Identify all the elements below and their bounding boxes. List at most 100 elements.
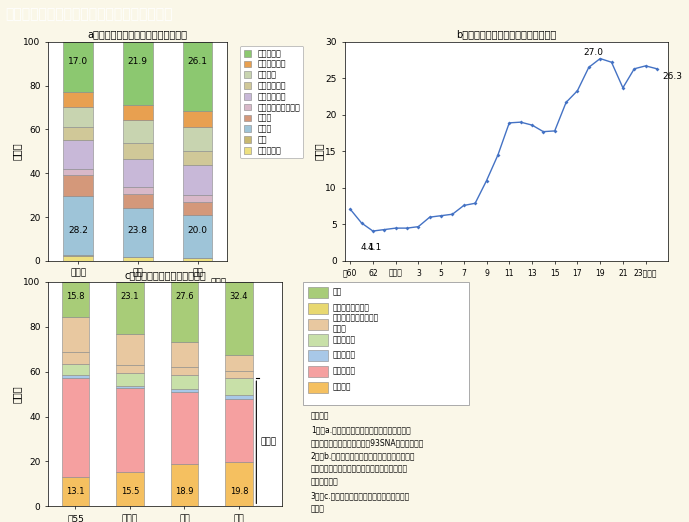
Title: b．外国法人等の株式保有割合の変化: b．外国法人等の株式保有割合の変化 <box>456 30 557 40</box>
Text: 20.0: 20.0 <box>187 226 207 235</box>
Y-axis label: （％）: （％） <box>314 143 324 160</box>
Text: 21.9: 21.9 <box>127 57 148 66</box>
Y-axis label: （％）: （％） <box>12 143 22 160</box>
Bar <box>183 165 212 195</box>
Bar <box>123 143 153 159</box>
Bar <box>183 127 212 151</box>
Text: 単独: 単独 <box>333 287 342 296</box>
Bar <box>123 42 153 105</box>
Bar <box>183 258 212 261</box>
Bar <box>225 399 253 462</box>
Text: 26.1: 26.1 <box>187 57 207 66</box>
Bar <box>62 375 89 378</box>
FancyBboxPatch shape <box>308 350 328 361</box>
Bar <box>225 371 253 378</box>
FancyBboxPatch shape <box>308 303 328 314</box>
Bar <box>183 111 212 127</box>
Bar <box>62 282 89 317</box>
FancyBboxPatch shape <box>308 366 328 377</box>
Text: 第１－特－１図　我が国経済を取り巻く環境: 第１－特－１図 我が国経済を取り巻く環境 <box>6 7 173 21</box>
Text: 27.6: 27.6 <box>175 292 194 301</box>
Bar <box>116 388 143 471</box>
Bar <box>225 395 253 399</box>
Bar <box>116 282 143 334</box>
Bar <box>62 352 89 364</box>
Bar <box>123 208 153 257</box>
Text: 13.1: 13.1 <box>66 487 85 496</box>
Bar <box>116 365 143 373</box>
Text: 非親族を含む世帯: 非親族を含む世帯 <box>333 303 370 312</box>
Title: c．世帯構造の変化：家族類型: c．世帯構造の変化：家族類型 <box>125 270 206 280</box>
Bar <box>62 317 89 352</box>
Bar <box>62 378 89 477</box>
Text: 4.1: 4.1 <box>360 243 374 252</box>
Text: （年）: （年） <box>210 279 227 288</box>
Text: 23.1: 23.1 <box>121 292 139 301</box>
Text: 核家族以外の親族のみ
の世帯: 核家族以外の親族のみ の世帯 <box>333 314 379 333</box>
Bar <box>123 187 153 194</box>
Bar <box>116 471 143 506</box>
Text: 夫婦と子供: 夫婦と子供 <box>333 366 356 376</box>
Bar <box>171 367 198 375</box>
Bar <box>63 256 93 261</box>
Bar <box>171 464 198 506</box>
Bar <box>183 215 212 258</box>
Bar <box>225 462 253 506</box>
FancyBboxPatch shape <box>308 318 328 330</box>
Bar <box>171 389 198 393</box>
Bar <box>63 255 93 256</box>
Bar <box>63 42 93 92</box>
Bar <box>171 280 198 341</box>
Bar <box>62 477 89 506</box>
Bar <box>183 151 212 165</box>
Text: （備考）
1．（a.について）内閣府「国民経済計算」よ
　り作成。平成２１年基準（93SNA）、名目値。
2．（b.について）東京証券取引所等「平成２３
　年度: （備考） 1．（a.について）内閣府「国民経済計算」よ り作成。平成２１年基準（… <box>311 412 424 513</box>
Legend: サービス業, 運輸・通信業, 不動産業, 金融・保険業, 卸売・小売業, 電気・ガス・水道業, 建設業, 製造業, 鉱業, 農林水産業: サービス業, 運輸・通信業, 不動産業, 金融・保険業, 卸売・小売業, 電気・… <box>240 46 303 158</box>
Text: 32.4: 32.4 <box>229 292 248 301</box>
Bar <box>225 378 253 395</box>
Bar <box>123 120 153 143</box>
FancyBboxPatch shape <box>303 282 469 405</box>
FancyBboxPatch shape <box>308 287 328 298</box>
Bar <box>63 140 93 169</box>
Text: 27.0: 27.0 <box>583 48 603 57</box>
Bar <box>63 175 93 196</box>
FancyBboxPatch shape <box>308 382 328 393</box>
Bar <box>116 373 143 386</box>
Bar <box>225 282 253 354</box>
Bar <box>225 354 253 371</box>
Text: 28.2: 28.2 <box>68 226 88 235</box>
Bar <box>116 386 143 388</box>
Bar <box>63 127 93 140</box>
Text: 23.8: 23.8 <box>127 226 148 235</box>
Bar <box>183 42 212 111</box>
Bar <box>123 257 153 261</box>
Text: 夫婦のみ: 夫婦のみ <box>333 383 351 392</box>
Bar <box>123 159 153 187</box>
Bar <box>183 195 212 201</box>
Bar <box>183 201 212 215</box>
Bar <box>171 341 198 367</box>
Bar <box>63 107 93 127</box>
Bar <box>63 196 93 255</box>
Bar <box>123 105 153 120</box>
Bar <box>63 169 93 175</box>
Text: 核家族: 核家族 <box>260 438 277 447</box>
Text: 15.8: 15.8 <box>66 292 85 301</box>
Title: a．産業構造の変化（ＧＤＰベース）: a．産業構造の変化（ＧＤＰベース） <box>88 30 188 40</box>
Text: 4.1: 4.1 <box>367 243 382 252</box>
FancyBboxPatch shape <box>308 335 328 346</box>
Y-axis label: （％）: （％） <box>12 385 22 403</box>
Text: 19.8: 19.8 <box>229 487 248 496</box>
Bar <box>171 375 198 389</box>
Text: 男親と子供: 男親と子供 <box>333 351 356 360</box>
Text: 17.0: 17.0 <box>68 57 88 66</box>
Text: 女親と子供: 女親と子供 <box>333 335 356 344</box>
Text: 18.9: 18.9 <box>175 487 194 496</box>
Bar <box>62 364 89 375</box>
Bar <box>171 393 198 464</box>
Bar <box>63 92 93 107</box>
Bar <box>123 194 153 208</box>
Text: 15.5: 15.5 <box>121 487 139 496</box>
Text: 26.3: 26.3 <box>663 73 683 81</box>
Bar <box>116 334 143 365</box>
